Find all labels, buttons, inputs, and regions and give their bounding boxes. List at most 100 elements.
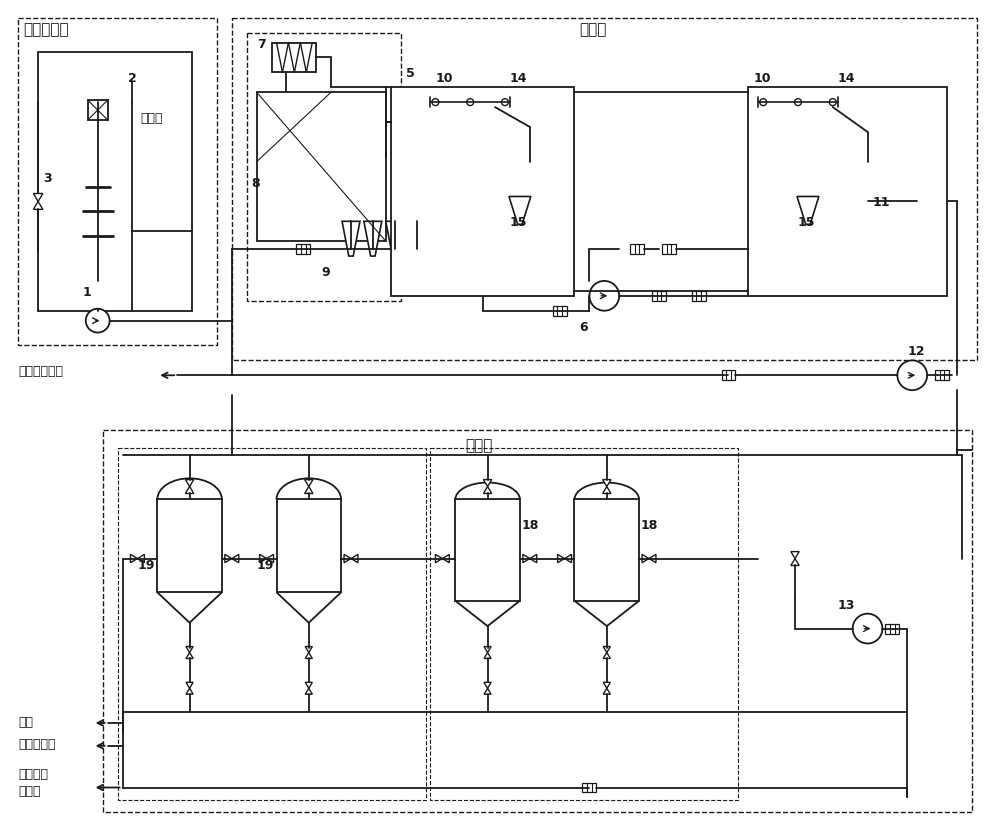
Text: 达到回注: 达到回注	[18, 768, 48, 781]
Circle shape	[467, 98, 474, 106]
Text: 13: 13	[838, 599, 855, 611]
Polygon shape	[603, 486, 611, 493]
Polygon shape	[509, 197, 531, 224]
Polygon shape	[483, 480, 492, 486]
Text: 缓冲沉降槽: 缓冲沉降槽	[18, 738, 56, 751]
Polygon shape	[33, 193, 43, 202]
Text: 气浮槽: 气浮槽	[579, 22, 607, 37]
Circle shape	[432, 98, 439, 106]
Polygon shape	[305, 480, 313, 486]
Bar	[885, 624, 899, 634]
Polygon shape	[649, 555, 656, 563]
Polygon shape	[260, 555, 267, 563]
Circle shape	[501, 98, 508, 106]
Bar	[430, 448, 738, 801]
Polygon shape	[791, 559, 799, 566]
Text: 18: 18	[641, 519, 658, 532]
Bar	[574, 500, 639, 601]
Circle shape	[829, 98, 836, 106]
Polygon shape	[484, 688, 491, 694]
Bar	[118, 448, 426, 801]
Bar	[247, 32, 401, 301]
Polygon shape	[603, 682, 610, 688]
Polygon shape	[33, 202, 43, 209]
Bar	[391, 87, 574, 296]
Text: 15: 15	[510, 217, 527, 229]
Bar	[652, 291, 666, 301]
Polygon shape	[185, 486, 194, 493]
Polygon shape	[137, 555, 144, 563]
Polygon shape	[523, 555, 530, 563]
Text: 2: 2	[128, 72, 136, 85]
Bar	[277, 500, 341, 592]
Text: 1: 1	[83, 286, 92, 299]
Polygon shape	[484, 652, 491, 658]
Polygon shape	[797, 197, 819, 224]
Text: 14: 14	[510, 72, 527, 85]
Bar	[630, 244, 644, 254]
Bar	[935, 371, 949, 380]
Text: 19: 19	[137, 559, 155, 571]
Circle shape	[86, 309, 110, 332]
Polygon shape	[791, 551, 799, 559]
Polygon shape	[305, 682, 312, 688]
Circle shape	[897, 361, 927, 390]
Bar	[455, 500, 520, 601]
Polygon shape	[225, 555, 232, 563]
Polygon shape	[130, 555, 137, 563]
Polygon shape	[642, 555, 649, 563]
Polygon shape	[351, 555, 358, 563]
Polygon shape	[435, 555, 442, 563]
Text: 19: 19	[257, 559, 274, 571]
Text: 10: 10	[435, 72, 453, 85]
Polygon shape	[267, 555, 274, 563]
Text: 5: 5	[406, 67, 414, 80]
Polygon shape	[232, 555, 239, 563]
Text: 7: 7	[257, 37, 265, 51]
Bar	[272, 42, 316, 72]
Text: 洗井液: 洗井液	[140, 112, 163, 125]
Text: 8: 8	[252, 177, 260, 190]
Bar	[692, 291, 706, 301]
Text: 18: 18	[522, 519, 539, 532]
Polygon shape	[186, 646, 193, 652]
Bar	[257, 92, 386, 242]
Polygon shape	[530, 555, 537, 563]
Bar	[232, 17, 977, 361]
Polygon shape	[484, 646, 491, 652]
Polygon shape	[305, 652, 312, 658]
Text: 3: 3	[43, 172, 52, 185]
Bar	[748, 87, 947, 296]
Polygon shape	[386, 222, 404, 256]
Polygon shape	[186, 652, 193, 658]
Circle shape	[589, 281, 619, 311]
Polygon shape	[558, 555, 565, 563]
Bar	[88, 100, 108, 120]
Bar	[553, 306, 567, 316]
Polygon shape	[305, 646, 312, 652]
Text: 放净: 放净	[18, 716, 33, 729]
Polygon shape	[483, 486, 492, 493]
Text: 水标准: 水标准	[18, 785, 41, 797]
Polygon shape	[603, 646, 610, 652]
Polygon shape	[305, 486, 313, 493]
Bar	[582, 782, 596, 792]
Bar	[157, 500, 222, 592]
Bar	[722, 371, 735, 380]
Bar	[296, 244, 310, 254]
Bar	[103, 430, 972, 812]
Polygon shape	[442, 555, 449, 563]
Text: 浮渣收集外运: 浮渣收集外运	[18, 366, 63, 378]
Circle shape	[853, 614, 882, 643]
Text: 15: 15	[798, 217, 815, 229]
Text: 11: 11	[872, 197, 890, 209]
Polygon shape	[186, 682, 193, 688]
Text: 9: 9	[321, 266, 330, 279]
Text: 10: 10	[753, 72, 771, 85]
Polygon shape	[484, 682, 491, 688]
Polygon shape	[342, 222, 360, 256]
Polygon shape	[603, 480, 611, 486]
Bar	[662, 244, 676, 254]
Text: 14: 14	[838, 72, 855, 85]
Circle shape	[760, 98, 767, 106]
